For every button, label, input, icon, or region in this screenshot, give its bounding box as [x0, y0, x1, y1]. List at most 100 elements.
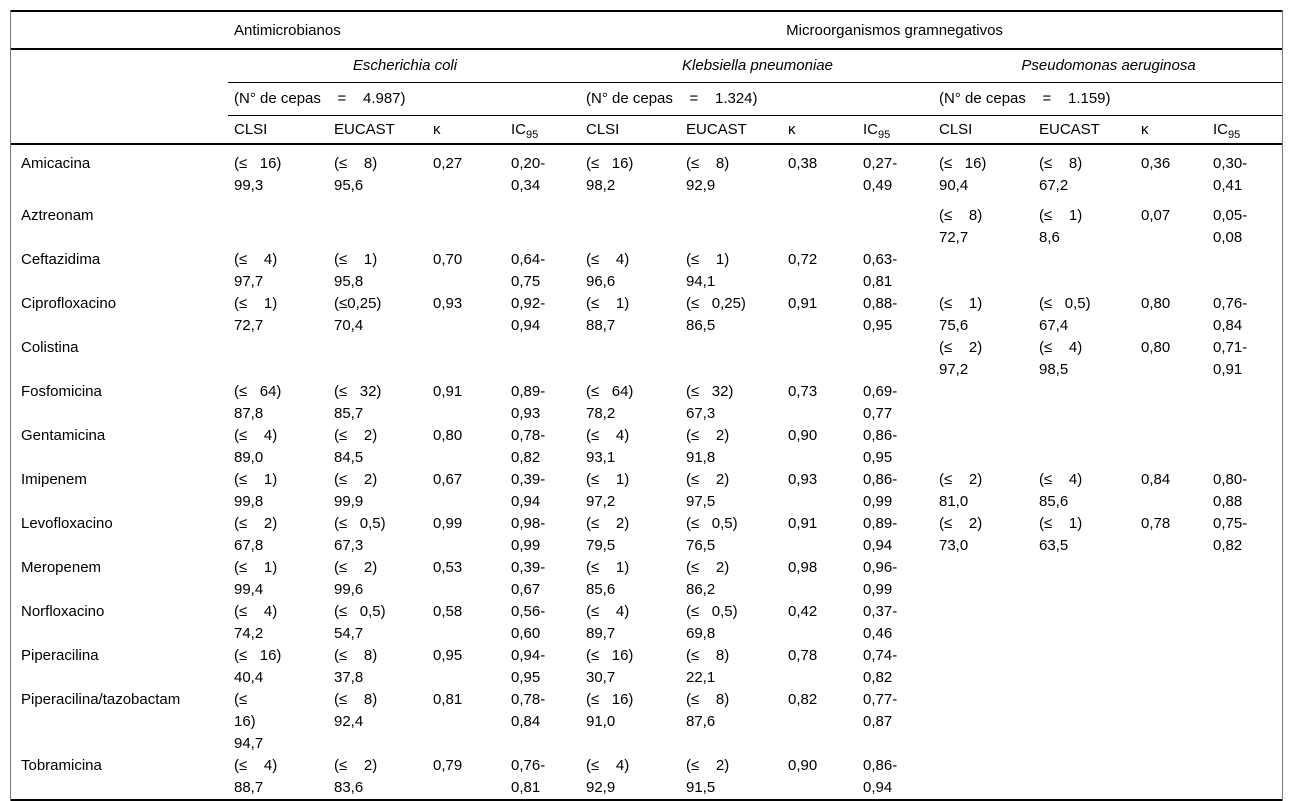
value-cell: 0,91 — [788, 295, 818, 312]
value-cell: 0,72 — [788, 251, 818, 268]
table-row: Tobramicina (≤ 4) 88,7 (≤ 2) 83,6 0,79 0… — [11, 755, 1282, 800]
species-paeruginosa: Pseudomonas aeruginosa — [933, 49, 1283, 83]
ic-subscript: 95 — [878, 128, 891, 141]
value-cell: 0,81 — [433, 691, 463, 708]
value-cell — [1033, 755, 1135, 800]
col-header-kappa: κ — [782, 115, 857, 145]
value-cell: 0,71- 0,91 — [1213, 339, 1248, 378]
cepas-paeruginosa: (N° de cepas = 1.159) — [933, 82, 1283, 116]
value-cell: (≤ 2) 81,0 — [939, 471, 983, 510]
col-header-eucast: EUCAST — [680, 115, 782, 145]
value-cell: 0,27- 0,49 — [863, 155, 898, 194]
value-cell: (≤ 32) 67,3 — [686, 383, 734, 422]
value-cell: (≤ 2) 79,5 — [586, 515, 630, 554]
value-cell: 0,94- 0,95 — [511, 647, 546, 686]
value-cell: (≤ 4) 92,9 — [586, 757, 630, 796]
value-cell: 0,69- 0,77 — [863, 383, 898, 422]
col-header-ic95: IC95 — [857, 115, 933, 145]
value-cell — [1033, 645, 1135, 689]
value-cell — [1033, 557, 1135, 601]
empty-cell — [11, 115, 228, 145]
value-cell — [580, 337, 680, 381]
value-cell: 0,80- 0,88 — [1213, 471, 1248, 510]
value-cell — [328, 337, 427, 381]
value-cell: (≤ 2) 84,5 — [334, 427, 378, 466]
drug-name: Levofloxacino — [21, 515, 113, 532]
table-row: Aztreonam (≤ 8) 72,7 (≤ 1) 8,6 0,07 0,05… — [11, 205, 1282, 249]
col-header-clsi: CLSI — [580, 115, 680, 145]
value-cell: 0,58 — [433, 603, 463, 620]
drug-name: Gentamicina — [21, 427, 106, 444]
table-row: Imipenem (≤ 1) 99,8 (≤ 2) 99,9 0,67 0,39… — [11, 469, 1282, 513]
cepas-kpneumoniae: (N° de cepas = 1.324) — [580, 82, 933, 116]
value-cell: (≤ 16) 30,7 — [586, 647, 634, 686]
value-cell — [857, 337, 933, 381]
value-cell — [1033, 381, 1135, 425]
value-cell — [680, 205, 782, 249]
value-cell: 0,75- 0,82 — [1213, 515, 1248, 554]
value-cell: 0,67 — [433, 471, 463, 488]
table-row: Gentamicina (≤ 4) 89,0 (≤ 2) 84,5 0,80 0… — [11, 425, 1282, 469]
value-cell: (≤ 64) 78,2 — [586, 383, 634, 422]
value-cell — [505, 205, 580, 249]
value-cell: (≤ 1) 8,6 — [1039, 207, 1083, 246]
value-cell: (≤ 8) 92,4 — [334, 691, 378, 730]
value-cell: (≤ 2) 91,5 — [686, 757, 730, 796]
value-cell: (≤ 1) 72,7 — [234, 295, 278, 334]
value-cell: (≤ 32) 85,7 — [334, 383, 382, 422]
value-cell — [580, 205, 680, 249]
value-cell: 0,76- 0,84 — [1213, 295, 1248, 334]
value-cell: 0,80 — [1141, 295, 1171, 312]
value-cell: (≤ 8) 37,8 — [334, 647, 378, 686]
table-row: Ceftazidima (≤ 4) 97,7 (≤ 1) 95,8 0,70 0… — [11, 249, 1282, 293]
value-cell — [933, 557, 1033, 601]
empty-cell — [11, 83, 228, 116]
value-cell: (≤ 4) 88,7 — [234, 757, 278, 796]
value-cell — [933, 249, 1033, 293]
value-cell: 0,38 — [788, 155, 818, 172]
value-cell: (≤ 16) 90,4 — [939, 155, 987, 194]
drug-name: Ceftazidima — [21, 251, 101, 268]
value-cell: 0,20- 0,34 — [511, 155, 546, 194]
table-row: Piperacilina/tazobactam (≤ 16) 94,7 (≤ 8… — [11, 689, 1282, 755]
value-cell: 0,53 — [433, 559, 463, 576]
drug-name: Piperacilina/tazobactam — [21, 691, 181, 708]
value-cell: (≤ 64) 87,8 — [234, 383, 282, 422]
col-header-ic95: IC95 — [505, 115, 580, 145]
value-cell — [933, 645, 1033, 689]
col-header-kappa: κ — [1135, 115, 1207, 145]
value-cell — [1135, 249, 1207, 293]
empty-cell — [11, 49, 228, 83]
value-cell: 0,88- 0,95 — [863, 295, 898, 334]
strain-count-row: (N° de cepas = 4.987) (N° de cepas = 1.3… — [11, 82, 1283, 116]
drug-name: Meropenem — [21, 559, 102, 576]
value-cell: 0,39- 0,67 — [511, 559, 546, 598]
value-cell: 0,39- 0,94 — [511, 471, 546, 510]
value-cell: 0,89- 0,93 — [511, 383, 546, 422]
value-cell — [328, 205, 427, 249]
value-cell: 0,79 — [433, 757, 463, 774]
table-row: Fosfomicina (≤ 64) 87,8 (≤ 32) 85,7 0,91… — [11, 381, 1282, 425]
value-cell: 0,89- 0,94 — [863, 515, 898, 554]
col-header-eucast: EUCAST — [328, 115, 427, 145]
value-cell: (≤ 2) 83,6 — [334, 757, 378, 796]
value-cell: (≤ 16) 94,7 — [234, 691, 264, 752]
value-cell — [1207, 425, 1282, 469]
value-cell — [1033, 425, 1135, 469]
drug-name: Colistina — [21, 339, 79, 356]
value-cell: (≤ 1) 99,8 — [234, 471, 278, 510]
value-cell: 0,78 — [788, 647, 818, 664]
value-cell: 0,73 — [788, 383, 818, 400]
table-row: Piperacilina (≤ 16) 40,4 (≤ 8) 37,8 0,95… — [11, 645, 1282, 689]
value-cell: (≤ 2) 91,8 — [686, 427, 730, 466]
table-row: Norfloxacino (≤ 4) 74,2 (≤ 0,5) 54,7 0,5… — [11, 601, 1282, 645]
value-cell: (≤0,25) 70,4 — [334, 295, 382, 334]
value-cell: (≤ 8) 95,6 — [334, 155, 378, 194]
value-cell — [1135, 645, 1207, 689]
value-cell: 0,93 — [433, 295, 463, 312]
value-cell — [933, 755, 1033, 800]
value-cell — [1207, 381, 1282, 425]
value-cell — [1207, 689, 1282, 755]
value-cell: 0,92- 0,94 — [511, 295, 546, 334]
